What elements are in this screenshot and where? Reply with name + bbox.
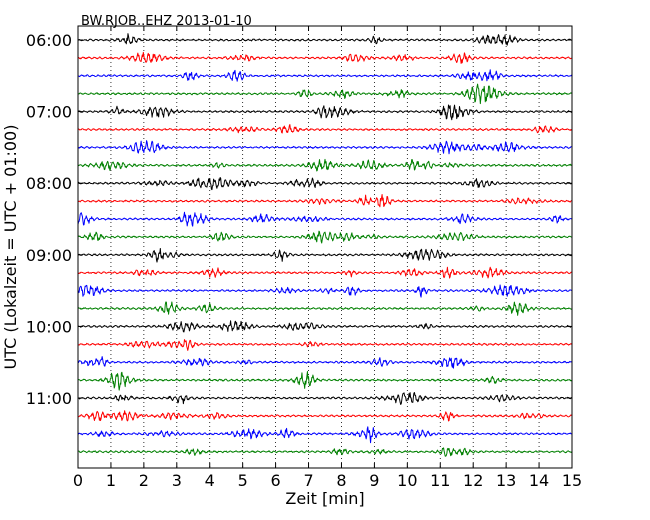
y-tick-label: 08:00 — [26, 174, 72, 193]
chart-title: BW.RJOB..EHZ 2013-01-10 — [81, 14, 252, 29]
trace-line — [77, 211, 573, 227]
x-tick-label: 15 — [562, 471, 582, 490]
x-tick-label: 2 — [139, 471, 149, 490]
plot-frame — [77, 25, 573, 469]
trace-line — [77, 33, 573, 46]
trace-line — [77, 247, 573, 263]
trace-line — [77, 230, 573, 244]
trace-line — [77, 410, 573, 422]
y-tick-label: 11:00 — [26, 389, 72, 408]
x-tick-label: 11 — [430, 471, 450, 490]
trace-line — [77, 140, 573, 155]
trace-line — [77, 104, 573, 121]
x-axis-title: Zeit [min] — [285, 489, 364, 508]
x-tick-label: 3 — [172, 471, 182, 490]
trace-line — [77, 51, 573, 64]
trace-line — [77, 392, 573, 406]
trace-line — [77, 158, 573, 172]
y-tick-label: 09:00 — [26, 246, 72, 265]
trace-line — [77, 426, 573, 444]
y-tick-label: 10:00 — [26, 317, 72, 336]
trace-line — [77, 301, 573, 316]
grid-lines — [110, 26, 540, 468]
x-tick-label: 9 — [369, 471, 379, 490]
x-tick-label: 8 — [336, 471, 346, 490]
y-axis-title: UTC (Lokalzeit = UTC + 01:00) — [1, 125, 20, 370]
x-tick-label: 12 — [463, 471, 483, 490]
trace-line — [77, 339, 573, 351]
trace-line — [77, 266, 573, 279]
x-tick-label: 5 — [238, 471, 248, 490]
x-tick-label: 10 — [397, 471, 417, 490]
trace-line — [77, 194, 573, 208]
trace-line — [77, 320, 573, 333]
y-tick-label: 06:00 — [26, 31, 72, 50]
x-tick-label: 7 — [303, 471, 313, 490]
y-tick-label: 07:00 — [26, 103, 72, 122]
trace-line — [77, 356, 573, 369]
trace-line — [77, 177, 573, 191]
trace-line — [77, 124, 573, 134]
x-tick-label: 14 — [529, 471, 549, 490]
x-tick-label: 1 — [106, 471, 116, 490]
x-tick-label: 13 — [496, 471, 516, 490]
x-tick-label: 4 — [205, 471, 215, 490]
trace-line — [77, 447, 573, 457]
trace-line — [77, 69, 573, 82]
trace-line — [77, 284, 573, 298]
trace-line — [77, 83, 573, 105]
x-tick-label: 6 — [271, 471, 281, 490]
x-tick-label: 0 — [73, 471, 83, 490]
axis-tick-labels: 0 1 2 3 4 5 6 7 8 9 10 11 12 13 14 1506:0007:0008:0009:… — [26, 31, 582, 490]
axis-ticks — [77, 26, 573, 468]
trace-line — [77, 371, 573, 391]
seismic-traces — [77, 33, 573, 457]
